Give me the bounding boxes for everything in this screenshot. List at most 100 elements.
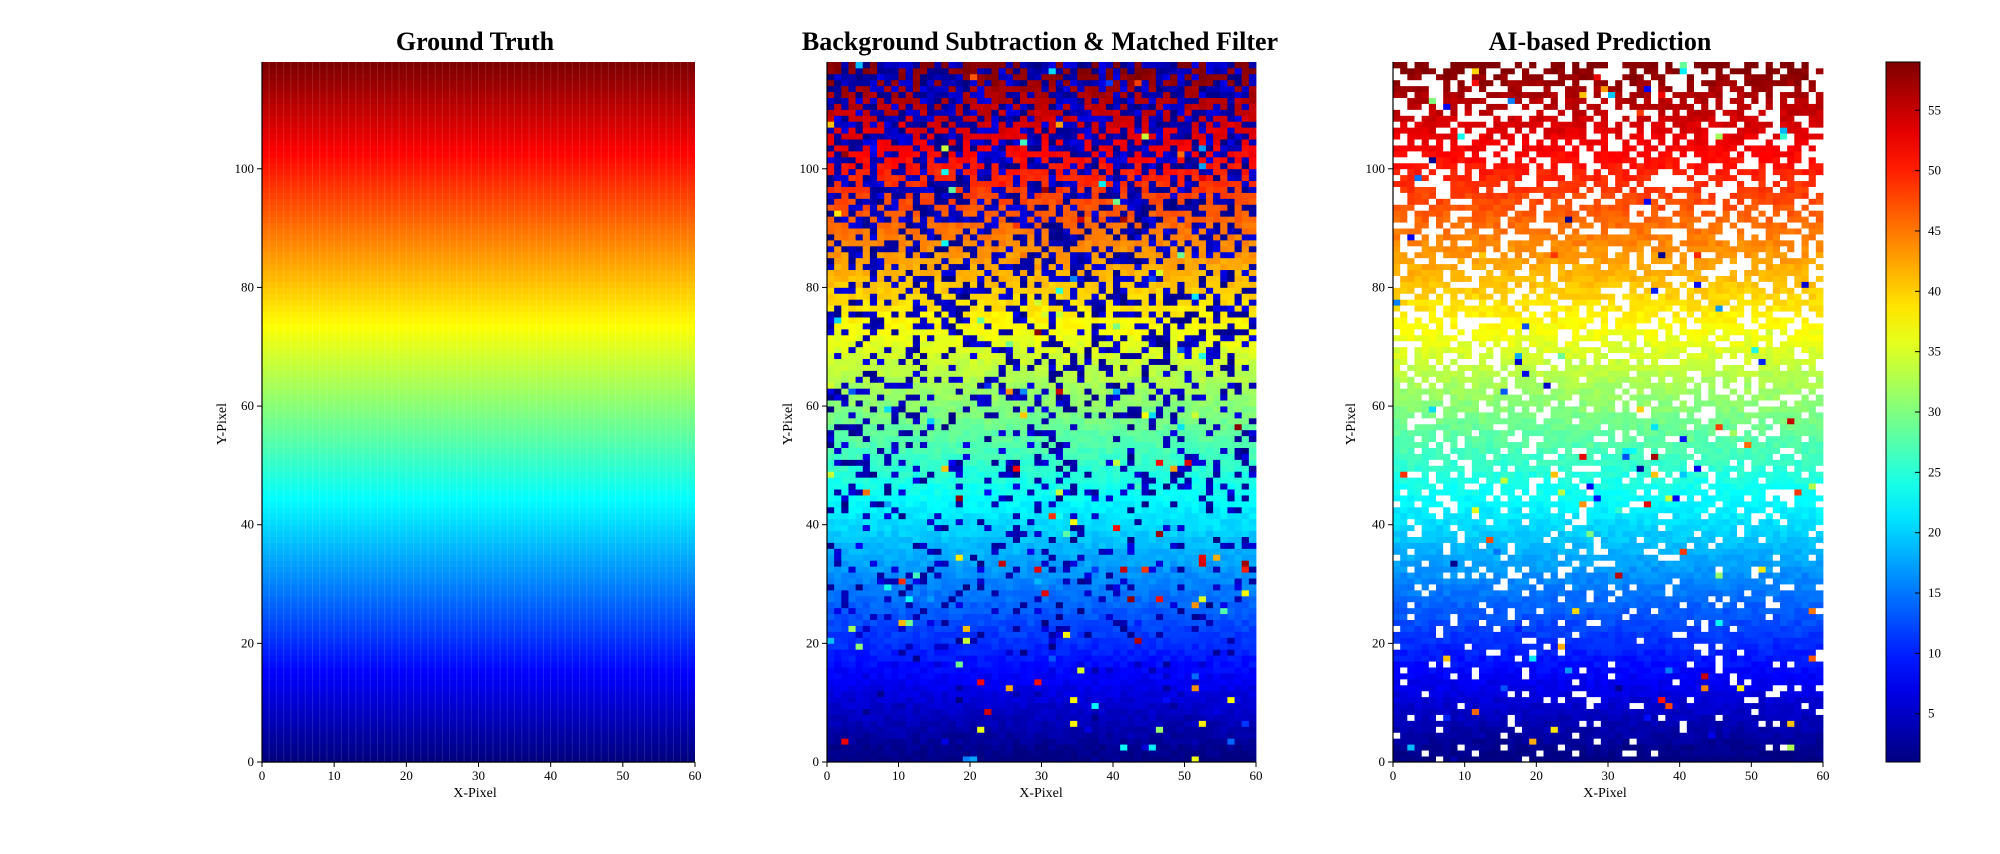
heatmap-cell <box>834 548 842 555</box>
heatmap-cell <box>977 750 985 757</box>
heatmap-cell <box>1105 334 1114 342</box>
heatmap-cell <box>905 305 914 312</box>
heatmap-cell <box>998 595 1007 603</box>
heatmap-cell <box>1248 536 1257 543</box>
heatmap-cell <box>962 572 971 579</box>
heatmap-cell <box>884 631 892 638</box>
heatmap-cell <box>948 376 957 383</box>
heatmap-cell <box>977 417 985 425</box>
heatmap-cell <box>1163 702 1171 710</box>
heatmap-cell <box>848 453 856 460</box>
heatmap-cell <box>1098 447 1107 454</box>
heatmap-cell <box>1020 696 1028 704</box>
heatmap-cell <box>1127 293 1135 300</box>
heatmap-cell <box>1148 423 1157 431</box>
heatmap-cell <box>1155 708 1164 715</box>
heatmap-cell <box>1091 406 1100 413</box>
heatmap-cell <box>1163 643 1171 650</box>
heatmap-cell <box>1134 625 1142 632</box>
heatmap-cell <box>1041 572 1050 579</box>
heatmap-cell <box>877 382 885 389</box>
heatmap-cell <box>834 720 842 727</box>
heatmap-cell <box>1234 684 1243 692</box>
heatmap-cell <box>1062 382 1071 389</box>
heatmap-cell <box>1113 536 1121 543</box>
heatmap-cell <box>862 524 871 532</box>
heatmap-cell <box>984 358 992 365</box>
heatmap-cell <box>841 631 849 638</box>
heatmap-cell <box>827 732 835 739</box>
heatmap-cell <box>1191 334 1200 342</box>
heatmap-cell <box>1091 572 1100 579</box>
heatmap-cell <box>1012 388 1021 395</box>
heatmap-cell <box>1120 417 1128 425</box>
heatmap-cell <box>262 133 695 140</box>
heatmap-cell <box>1148 572 1157 579</box>
heatmap-cell <box>1220 548 1228 555</box>
heatmap-cell <box>934 364 942 371</box>
heatmap-cell <box>1113 429 1121 437</box>
heatmap-cell <box>1213 340 1221 348</box>
heatmap-cell <box>1241 524 1250 532</box>
heatmap-cell <box>934 483 942 490</box>
heatmap-cell <box>1141 678 1150 686</box>
heatmap-cell <box>1084 388 1092 395</box>
heatmap-cell <box>1141 536 1150 543</box>
heatmap-cell <box>834 287 842 294</box>
heatmap-cell <box>991 673 999 680</box>
heatmap-cell <box>1213 370 1221 377</box>
heatmap-cell <box>1155 530 1164 537</box>
heatmap-cell <box>834 370 842 377</box>
heatmap-cell <box>877 512 885 520</box>
heatmap-cell <box>919 346 928 354</box>
heatmap-cell <box>948 305 957 312</box>
heatmap-cell <box>1220 512 1228 520</box>
heatmap-cell <box>927 299 935 306</box>
heatmap-cell <box>1012 412 1021 419</box>
heatmap-cell <box>1005 400 1014 407</box>
heatmap-cell <box>1091 370 1100 377</box>
heatmap-cell <box>998 412 1007 419</box>
heatmap-cell <box>898 287 907 294</box>
heatmap-cell <box>834 394 842 401</box>
heatmap-cell <box>1234 299 1243 306</box>
heatmap-cell <box>970 744 978 751</box>
heatmap-cell <box>1163 578 1171 585</box>
heatmap-cell <box>984 400 992 407</box>
heatmap-cell <box>1248 453 1257 460</box>
heatmap-cell <box>998 607 1007 615</box>
heatmap-cell <box>934 631 942 638</box>
heatmap-cell <box>855 340 864 348</box>
heatmap-cell <box>1134 643 1142 650</box>
heatmap-cell <box>1048 601 1057 609</box>
heatmap-cell <box>1055 352 1064 360</box>
heatmap-cell <box>1134 305 1142 312</box>
heatmap-cell <box>927 447 935 454</box>
heatmap-cell <box>934 655 942 662</box>
heatmap-cell <box>1184 370 1193 377</box>
heatmap-cell <box>977 720 985 727</box>
heatmap-cell <box>1141 417 1150 425</box>
heatmap-cell <box>1005 649 1014 656</box>
heatmap-cell <box>862 352 871 360</box>
heatmap-cell <box>1062 417 1071 425</box>
heatmap-cell <box>927 477 935 484</box>
heatmap-cell <box>919 696 928 704</box>
heatmap-cell <box>834 459 842 466</box>
heatmap-cell <box>862 643 871 650</box>
heatmap-cell <box>898 643 907 650</box>
heatmap-cell <box>1048 643 1057 650</box>
heatmap-cell <box>1170 506 1178 514</box>
heatmap-cell <box>912 726 921 733</box>
heatmap-cell <box>1141 649 1150 656</box>
heatmap-cell <box>998 661 1007 668</box>
heatmap-cell <box>998 394 1007 401</box>
heatmap-cell <box>898 394 907 401</box>
heatmap-cell <box>1134 370 1142 377</box>
heatmap-cell <box>1191 328 1200 336</box>
heatmap-cell <box>1098 423 1107 431</box>
heatmap-cell <box>912 500 921 508</box>
heatmap-cell <box>1155 661 1164 668</box>
heatmap-cell <box>1141 489 1150 496</box>
heatmap-cell <box>1113 382 1121 389</box>
